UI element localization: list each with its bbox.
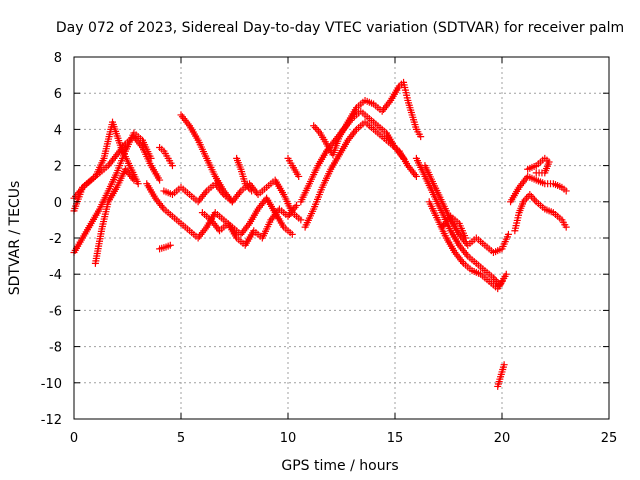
data-points — [70, 78, 570, 390]
data-series-track-s — [438, 212, 470, 242]
x-tick-label: 25 — [601, 431, 618, 446]
x-tick-label: 10 — [280, 431, 297, 446]
data-series-track-h — [198, 201, 301, 249]
x-axis-label: GPS time / hours — [281, 458, 398, 474]
data-series-track-k — [233, 154, 256, 195]
x-tick-label: 5 — [177, 431, 185, 446]
y-tick-label: 2 — [54, 160, 62, 175]
data-series-track-i — [156, 241, 174, 253]
data-series-track-q — [421, 162, 512, 256]
y-tick-label: -6 — [49, 304, 62, 319]
grid — [74, 57, 609, 419]
data-series-track-v — [507, 172, 570, 206]
chart-title: Day 072 of 2023, Sidereal Day-to-day VTE… — [56, 20, 624, 36]
y-axis-label: SDTVAR / TECUs — [7, 181, 23, 296]
data-series-track-w — [524, 154, 553, 177]
data-series-track-t — [494, 361, 508, 390]
x-tick-label: 15 — [387, 431, 404, 446]
y-tick-label: -8 — [49, 341, 62, 356]
data-series-track-u — [511, 191, 570, 235]
data-series-track-r — [425, 198, 506, 293]
y-tick-label: 4 — [54, 123, 62, 138]
y-tick-label: -10 — [41, 377, 62, 392]
data-series-track-l — [284, 154, 303, 180]
x-tick-label: 20 — [494, 431, 511, 446]
data-series-track-n — [301, 118, 420, 231]
y-tick-label: -12 — [41, 413, 62, 428]
y-tick-label: 6 — [54, 87, 62, 102]
data-series-track-g — [177, 111, 236, 206]
y-tick-label: 8 — [54, 51, 62, 66]
y-tick-label: 0 — [54, 196, 62, 211]
axis-ticks: 0 5 10 15 20 25 -12 -10 -8 -6 -4 -2 0 2 4 6 8 — [41, 51, 618, 446]
data-series-track-d — [91, 165, 138, 267]
x-tick-label: 0 — [70, 431, 78, 446]
data-series-track-j — [156, 144, 176, 170]
y-tick-label: -4 — [49, 268, 62, 283]
y-tick-label: -2 — [49, 232, 62, 247]
data-series-track-o — [310, 78, 425, 159]
